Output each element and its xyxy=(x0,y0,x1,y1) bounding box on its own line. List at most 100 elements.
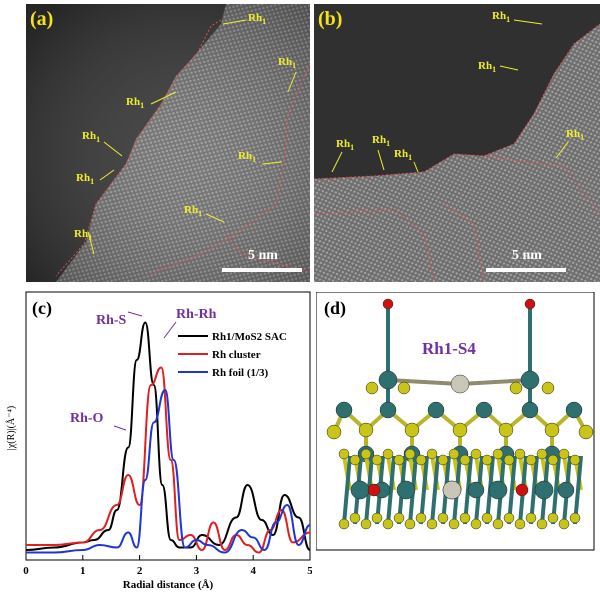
panel-d-label: (d) xyxy=(324,298,346,319)
s-atom xyxy=(448,448,460,460)
rh1-annotation: Rh1 xyxy=(566,128,585,143)
series-line-1 xyxy=(25,366,311,554)
legend-entry: Rh cluster xyxy=(212,349,261,361)
s-atom xyxy=(558,448,570,460)
s-atom xyxy=(558,518,570,530)
s-atom xyxy=(541,381,555,395)
rh1-annotation: Rh1 xyxy=(372,134,391,149)
bond xyxy=(573,455,583,525)
s-atom xyxy=(393,512,405,524)
s-atom xyxy=(426,518,438,530)
rh1-annotation: Rh1 xyxy=(184,204,203,219)
structure-model: (d) Rh1-S4 xyxy=(316,292,595,551)
s-atom xyxy=(360,448,372,460)
s-atom xyxy=(525,454,537,466)
o-atom xyxy=(382,298,394,310)
exafs-chart: (c) 0 1 2 3 4 5 Radial distance (Å) |χ(R)|(Å⁻… xyxy=(5,291,312,591)
o-atom xyxy=(515,483,529,497)
s-atom xyxy=(536,448,548,460)
peak-label-rh-s: Rh-S xyxy=(96,313,127,328)
s-atom xyxy=(569,454,581,466)
tem-lattice-b xyxy=(314,4,600,282)
structure-label: Rh1-S4 xyxy=(422,339,476,358)
rh1-annotation: Rh1 xyxy=(82,130,101,145)
mo-atom xyxy=(520,370,540,390)
s-atom xyxy=(503,454,515,466)
s-atom xyxy=(452,422,468,438)
rh1-annotation: Rh1 xyxy=(394,148,413,163)
s-atom xyxy=(404,518,416,530)
panel-b-label: (b) xyxy=(318,8,343,30)
s-atom xyxy=(536,518,548,530)
s-atom xyxy=(415,454,427,466)
legend-entry: Rh1/MoS2 SAC xyxy=(212,331,287,343)
x-tick-label: 2 xyxy=(137,565,143,577)
x-tick-label: 5 xyxy=(307,565,312,577)
mo-atom xyxy=(534,480,554,500)
o-atom xyxy=(524,298,536,310)
peak-label-rh-rh: Rh-Rh xyxy=(176,307,217,322)
plot-frame xyxy=(25,291,311,561)
series-line-2 xyxy=(26,388,311,554)
peak-arrow xyxy=(127,311,143,317)
bond xyxy=(459,378,531,386)
s-atom xyxy=(382,518,394,530)
s-atom xyxy=(459,512,471,524)
s-atom xyxy=(404,422,420,438)
chart-lines xyxy=(25,321,311,554)
s-atom xyxy=(547,454,559,466)
panel-a-label: (a) xyxy=(30,8,54,30)
s-atom xyxy=(470,518,482,530)
rh1-annotation: Rh1 xyxy=(336,138,355,153)
s-atom xyxy=(404,448,416,460)
mo-atom xyxy=(427,401,445,419)
s-atom xyxy=(448,518,460,530)
scale-bar xyxy=(222,268,302,272)
s-atom xyxy=(415,512,427,524)
bond xyxy=(430,455,440,525)
scale-bar-label: 5 nm xyxy=(248,248,278,263)
mo-atom xyxy=(350,480,370,500)
x-tick-label: 1 xyxy=(80,565,86,577)
x-axis-ticks: 0 1 2 3 4 5 xyxy=(23,555,312,577)
s-atom xyxy=(481,454,493,466)
rh-atom xyxy=(442,480,462,500)
s-atom xyxy=(544,422,560,438)
tem-image-a: (a) Rh1 Rh1 Rh1 Rh1 Rh1 Rh1 Rh1 Rh1 5 nm xyxy=(26,4,310,282)
rh-atom xyxy=(450,374,470,394)
mo-atom xyxy=(335,401,353,419)
mo-atom xyxy=(379,401,397,419)
rh1-annotation: Rh1 xyxy=(492,10,511,25)
s-atom xyxy=(578,424,594,440)
x-tick-label: 4 xyxy=(250,565,256,577)
s-atom xyxy=(349,512,361,524)
panel-c-label: (c) xyxy=(32,298,52,319)
mo-atom xyxy=(396,480,416,500)
legend: Rh1/MoS2 SAC Rh cluster Rh foil (1/3) xyxy=(178,331,287,379)
s-atom xyxy=(338,518,350,530)
s-atom xyxy=(382,448,394,460)
s-atom xyxy=(514,518,526,530)
bond xyxy=(342,455,352,525)
bond xyxy=(386,455,396,525)
s-atom xyxy=(498,422,514,438)
s-atom xyxy=(393,454,405,466)
mo-atom xyxy=(521,401,539,419)
s-atom xyxy=(547,512,559,524)
series-line-0 xyxy=(25,321,311,551)
s-atom xyxy=(360,518,372,530)
bond xyxy=(387,378,461,386)
x-tick-label: 0 xyxy=(23,565,29,577)
rh1-annotation: Rh1 xyxy=(278,56,297,71)
mo-atom xyxy=(565,401,583,419)
bond xyxy=(419,455,429,525)
o-atom xyxy=(367,483,381,497)
peak-arrow xyxy=(163,321,177,339)
peak-label-rh-o: Rh-O xyxy=(70,411,104,426)
rh1-annotation: Rh1 xyxy=(126,96,145,111)
mo-atom xyxy=(467,481,485,499)
s-atom xyxy=(326,424,342,440)
s-atom xyxy=(492,518,504,530)
s-atom xyxy=(514,448,526,460)
rh1-annotation: Rh1 xyxy=(238,150,257,165)
